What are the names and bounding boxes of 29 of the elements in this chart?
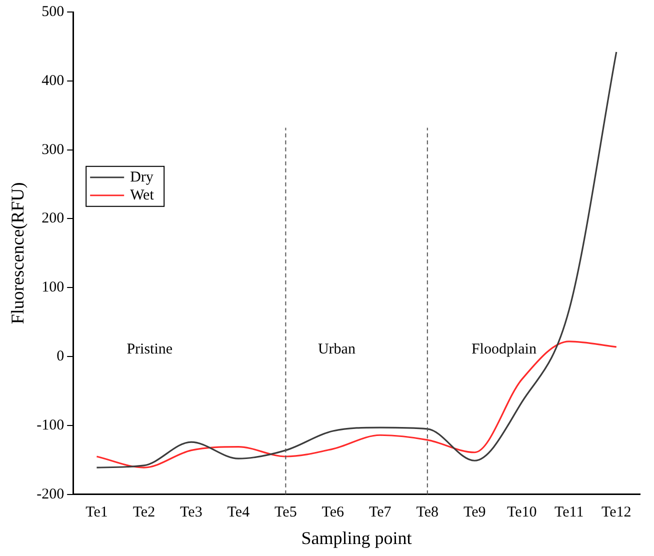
y-tick-label: 200 [42,210,64,227]
x-tick-label: Te2 [132,504,156,520]
x-tick-label: Te3 [180,504,202,520]
y-tick-label: 300 [42,142,64,158]
x-tick-label: Te4 [227,504,250,520]
x-tick-label: Te8 [416,504,439,520]
annotation: Floodplain [471,342,537,358]
y-tick-label: 0 [56,348,64,365]
annotation: Pristine [126,342,173,358]
annotation: Urban [318,342,356,358]
y-tick-label: 100 [42,280,64,296]
x-axis-title: Sampling point [301,528,412,548]
y-tick-label: 500 [42,4,64,20]
y-tick-label: 400 [42,72,64,89]
legend-label: Wet [130,187,155,204]
x-tick-label: Te6 [322,504,345,520]
x-tick-label: Te7 [369,504,392,520]
line-series [96,340,618,468]
x-tick-label: Te5 [274,504,297,520]
x-tick-label: Te9 [464,504,486,520]
legend-label: Dry [130,169,154,186]
x-tick-label: Te11 [554,504,584,520]
x-tick-label: Te12 [601,504,632,520]
y-axis-title: Fluorescence(RFU) [8,182,28,324]
x-tick-label: Te10 [507,504,537,520]
y-tick-label: -100 [36,417,64,434]
x-tick-label: Te1 [86,504,108,520]
y-tick-label: -200 [36,486,64,502]
line-series [96,51,618,468]
